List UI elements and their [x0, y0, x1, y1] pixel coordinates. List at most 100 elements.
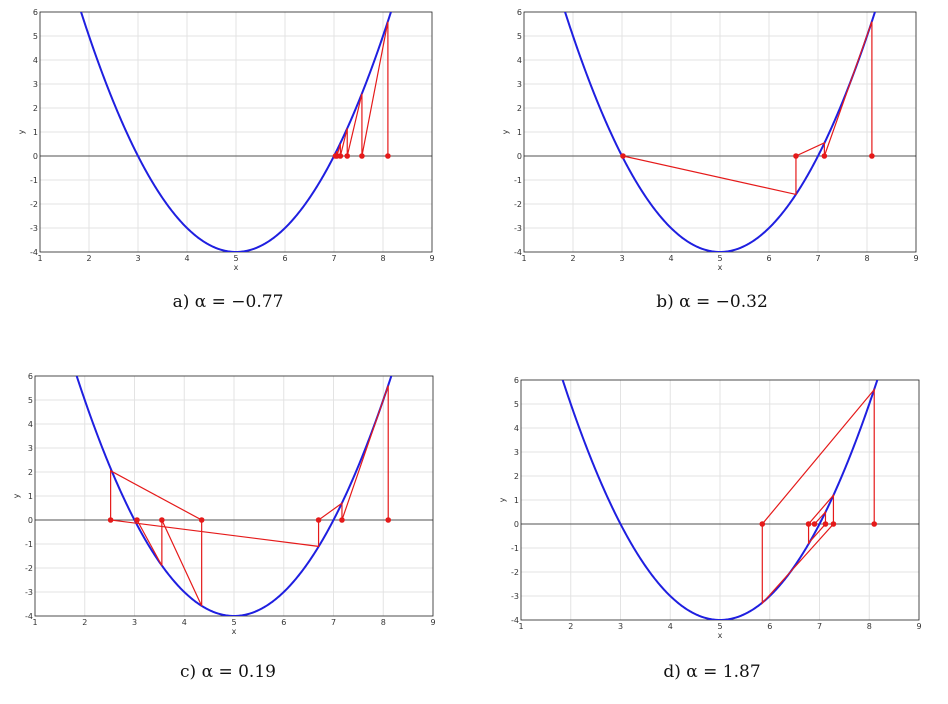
y-tick-label: 0: [28, 516, 33, 525]
iterate-marker: [871, 521, 878, 527]
y-axis-label: y: [12, 493, 21, 498]
y-tick-label: 1: [514, 496, 519, 505]
x-tick-label: 5: [231, 618, 236, 627]
y-tick-label: -4: [30, 248, 38, 257]
x-tick-label: 7: [815, 254, 820, 263]
plot-c: 1 2 3 4 5 6 7 8 9 -4 -3 -2 -1 0 1 2 3 4 5 6 x y: [12, 372, 436, 636]
y-tick-label: -2: [511, 568, 519, 577]
iterate-marker: [344, 153, 351, 159]
x-tick-label: 1: [32, 618, 37, 627]
y-tick-label: -4: [25, 612, 33, 621]
iterate-marker: [359, 153, 365, 159]
caption-b: b) α = −0.32: [656, 292, 768, 312]
y-tick-label: 4: [517, 56, 522, 65]
x-tick-label: 2: [86, 254, 91, 263]
x-tick-label: 4: [184, 254, 189, 263]
x-tick-label: 8: [381, 618, 386, 627]
y-tick-label: 6: [517, 8, 522, 17]
y-tick-label: 4: [33, 56, 38, 65]
y-tick-label: 3: [514, 448, 519, 457]
y-tick-label: 6: [33, 8, 38, 17]
x-tick-label: 9: [913, 254, 918, 263]
iterate-marker: [198, 517, 205, 523]
y-tick-label: 1: [33, 128, 38, 137]
iteration-path: [761, 387, 875, 605]
iterate-marker: [339, 517, 345, 523]
x-tick-label: 8: [864, 254, 869, 263]
y-tick-label: 5: [517, 32, 522, 41]
y-tick-label: 6: [514, 376, 519, 385]
y-tick-label: 4: [28, 420, 33, 429]
y-tick-label: 5: [33, 32, 38, 41]
x-tick-label: 5: [233, 254, 238, 263]
plot-b: 1 2 3 4 5 6 7 8 9 -4 -3 -2 -1 0 1 2 3 4 5 6 x y: [501, 8, 919, 272]
x-tick-label: 4: [668, 254, 673, 263]
y-tick-label: 3: [517, 80, 522, 89]
y-tick-label: -2: [30, 200, 38, 209]
iterate-marker: [759, 521, 766, 527]
iterate-marker: [811, 521, 818, 527]
iterate-marker: [793, 153, 799, 159]
x-tick-label: 1: [518, 622, 523, 631]
y-tick-label: 0: [33, 152, 38, 161]
y-axis-label: y: [501, 129, 510, 134]
y-tick-label: 6: [28, 372, 33, 381]
x-tick-label: 1: [37, 254, 42, 263]
x-tick-label: 4: [668, 622, 673, 631]
x-tick-label: 3: [619, 254, 624, 263]
iterate-marker: [315, 517, 322, 523]
x-tick-label: 7: [331, 254, 336, 263]
y-tick-label: -3: [25, 588, 33, 597]
y-tick-label: -3: [30, 224, 38, 233]
y-tick-label: 2: [517, 104, 522, 113]
y-tick-label: -1: [514, 176, 522, 185]
y-tick-label: -1: [30, 176, 38, 185]
x-axis-label: x: [718, 263, 723, 272]
y-tick-label: 4: [514, 424, 519, 433]
y-tick-label: 0: [517, 152, 522, 161]
parabola-curve: [561, 380, 879, 620]
iterate-marker: [134, 517, 140, 523]
y-tick-label: -1: [511, 544, 519, 553]
iterate-marker: [159, 517, 165, 523]
x-tick-label: 6: [766, 254, 771, 263]
y-tick-label: -2: [514, 200, 522, 209]
x-tick-label: 9: [430, 618, 435, 627]
y-tick-label: -4: [511, 616, 519, 625]
plot-d: 1 2 3 4 5 6 7 8 9 -4 -3 -2 -1 0 1 2 3 4 5 6 x y: [498, 376, 922, 640]
x-tick-label: 2: [568, 622, 573, 631]
x-tick-label: 9: [429, 254, 434, 263]
y-tick-label: 3: [33, 80, 38, 89]
iterate-marker: [830, 521, 837, 527]
y-tick-label: 0: [514, 520, 519, 529]
x-tick-label: 8: [380, 254, 385, 263]
y-tick-label: 2: [514, 472, 519, 481]
x-tick-label: 2: [570, 254, 575, 263]
x-tick-label: 9: [916, 622, 921, 631]
x-tick-label: 7: [817, 622, 822, 631]
iterate-marker: [821, 153, 828, 159]
x-tick-label: 6: [281, 618, 286, 627]
caption-c: c) α = 0.19: [180, 662, 276, 682]
iterate-marker: [385, 517, 392, 523]
y-tick-label: 3: [28, 444, 33, 453]
parabola-curve: [75, 376, 393, 616]
y-tick-label: 2: [28, 468, 33, 477]
x-tick-label: 3: [618, 622, 623, 631]
y-tick-label: 5: [514, 400, 519, 409]
x-tick-label: 2: [82, 618, 87, 627]
y-axis-label: y: [17, 129, 26, 134]
y-tick-label: -1: [25, 540, 33, 549]
y-tick-label: 1: [28, 492, 33, 501]
caption-d: d) α = 1.87: [663, 662, 761, 682]
x-axis-label: x: [234, 263, 239, 272]
y-tick-label: -2: [25, 564, 33, 573]
x-tick-label: 4: [182, 618, 187, 627]
x-tick-label: 3: [132, 618, 137, 627]
iteration-path: [622, 21, 873, 196]
x-tick-label: 7: [331, 618, 336, 627]
x-tick-label: 5: [717, 254, 722, 263]
x-tick-label: 5: [717, 622, 722, 631]
iterate-marker: [385, 153, 391, 159]
y-tick-label: -3: [511, 592, 519, 601]
